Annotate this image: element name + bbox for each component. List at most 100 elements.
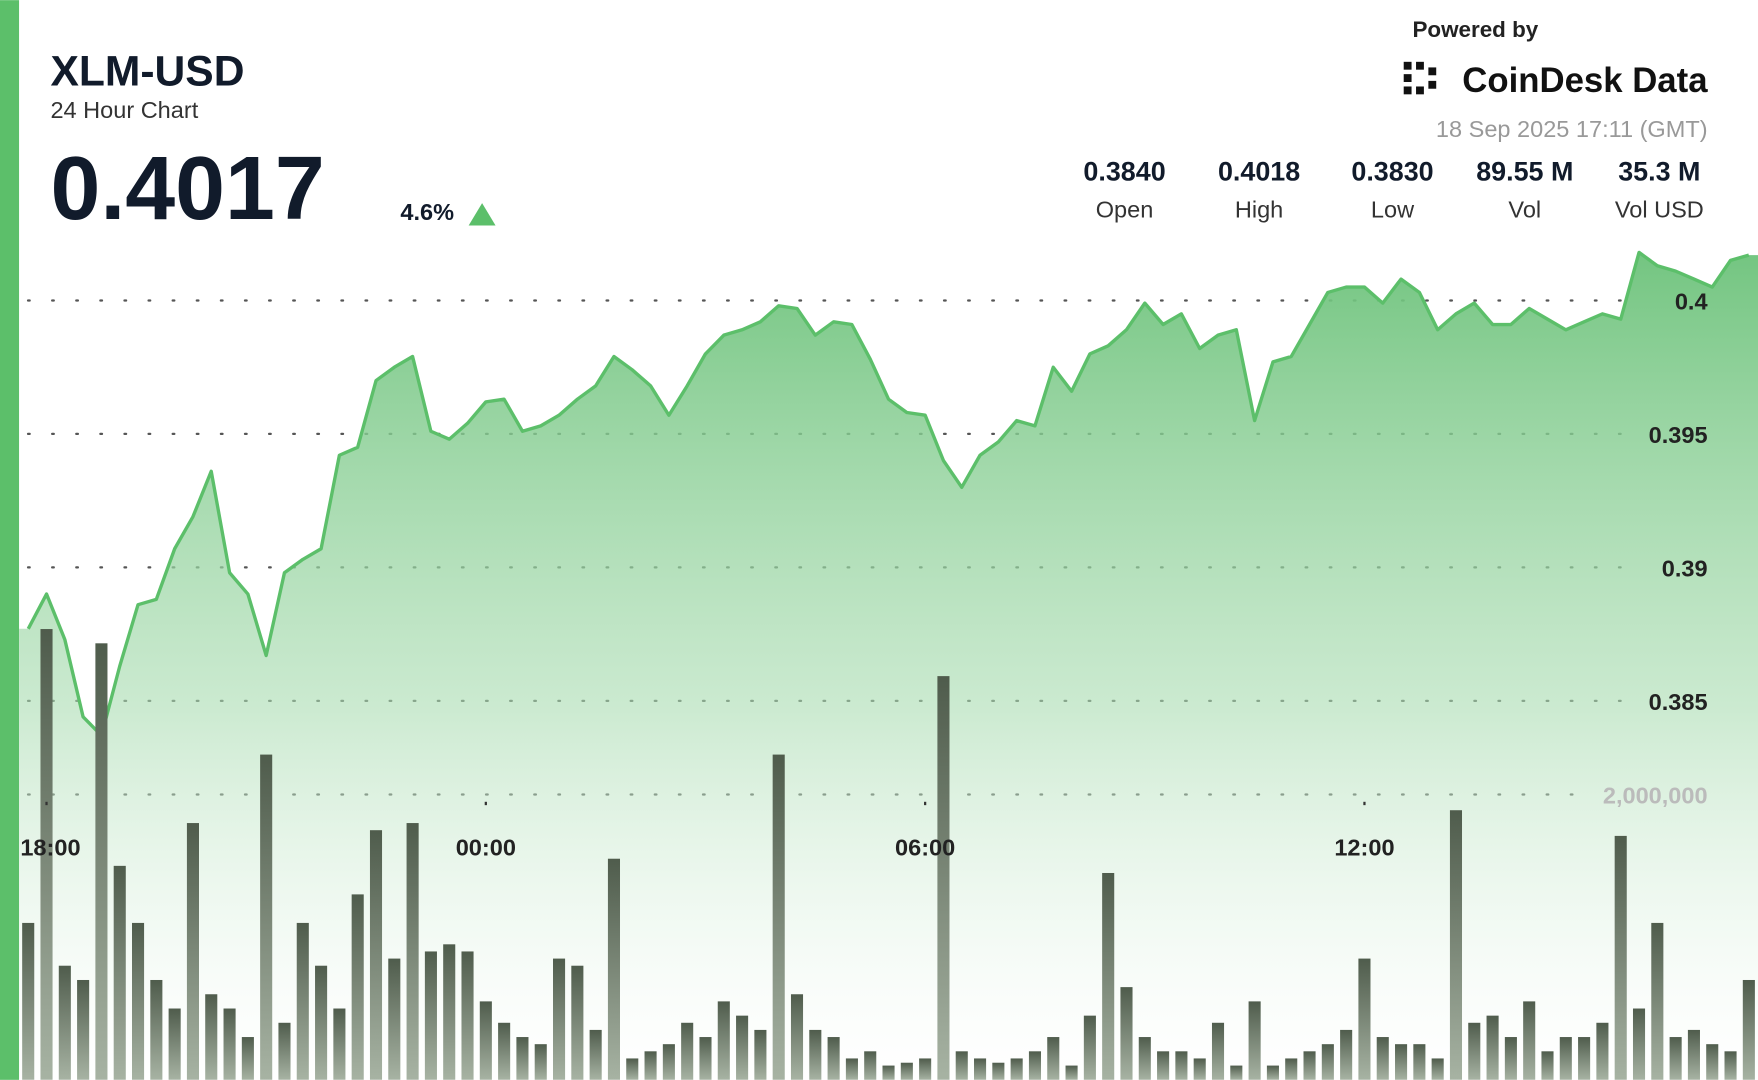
- volume-bar: [95, 643, 108, 1080]
- stat-label: Vol USD: [1615, 197, 1704, 223]
- volume-bar: [168, 1008, 181, 1080]
- stat-value: 89.55 M: [1476, 157, 1573, 187]
- volume-bar: [992, 1062, 1005, 1080]
- volume-bar: [1157, 1051, 1170, 1080]
- volume-bar: [461, 951, 474, 1080]
- volume-bar: [589, 1029, 602, 1080]
- x-tick-label: 06:00: [895, 835, 955, 861]
- volume-bar: [937, 676, 950, 1080]
- volume-bar: [1651, 922, 1664, 1080]
- volume-bar: [424, 951, 437, 1080]
- volume-bar: [1614, 835, 1627, 1080]
- volume-bar: [1028, 1051, 1042, 1080]
- volume-bar: [1395, 1044, 1408, 1080]
- volume-bar: [1486, 1015, 1499, 1080]
- volume-bar: [22, 922, 35, 1080]
- volume-bar: [1047, 1037, 1060, 1080]
- volume-bar: [1285, 1058, 1298, 1080]
- volume-bar: [864, 1051, 877, 1080]
- stat-value: 0.4018: [1218, 157, 1300, 187]
- stat-label: Vol: [1508, 197, 1541, 223]
- volume-bar: [516, 1037, 529, 1080]
- change-percent: 4.6%: [400, 199, 454, 225]
- volume-bar: [1193, 1058, 1206, 1080]
- volume-bar: [479, 1001, 492, 1080]
- volume-bar: [1669, 1037, 1682, 1080]
- volume-bar: [571, 965, 584, 1080]
- volume-bar: [736, 1015, 749, 1080]
- volume-bar: [1632, 1008, 1646, 1080]
- volume-bar: [1431, 1058, 1444, 1080]
- volume-bar: [278, 1022, 291, 1080]
- volume-bar: [260, 754, 273, 1080]
- up-arrow: [468, 203, 496, 226]
- volume-bar: [827, 1037, 840, 1080]
- stats: 0.3840 Open 0.4018 High 0.3830 Low 89.55 M Vol 3…: [1083, 157, 1703, 223]
- volume-bar: [974, 1058, 987, 1080]
- subtitle: 24 Hour Chart: [50, 97, 198, 123]
- volume-bar: [919, 1058, 932, 1080]
- volume-bar: [1742, 979, 1755, 1080]
- stat-label: Open: [1096, 197, 1154, 223]
- powered-by: Powered by: [1412, 17, 1538, 42]
- volume-bar: [845, 1058, 858, 1080]
- volume-bar: [772, 754, 785, 1080]
- volume-bar: [186, 823, 199, 1080]
- volume-bar: [1010, 1058, 1023, 1080]
- volume-bar: [443, 944, 456, 1080]
- y2-tick-label: 2,000,000: [1603, 782, 1708, 808]
- volume-bar: [1413, 1044, 1426, 1080]
- plot: [19, 250, 1758, 1080]
- volume-bar: [1230, 1065, 1243, 1080]
- brand-name: CoinDesk Data: [1462, 62, 1708, 100]
- volume-bar: [150, 979, 163, 1080]
- volume-bar: [1102, 872, 1115, 1080]
- volume-bar: [1578, 1037, 1591, 1080]
- volume-bar: [498, 1022, 511, 1080]
- volume-bar: [315, 965, 328, 1080]
- volume-bar: [1449, 810, 1463, 1080]
- volume-bar: [1541, 1051, 1554, 1080]
- volume-bar: [662, 1044, 675, 1080]
- y-tick-label: 0.395: [1649, 422, 1708, 448]
- volume-bar: [241, 1037, 254, 1080]
- volume-bar: [553, 958, 566, 1080]
- volume-bar: [223, 1008, 236, 1080]
- volume-bar: [113, 865, 126, 1080]
- volume-bar: [1358, 958, 1371, 1080]
- volume-bar: [205, 994, 218, 1080]
- volume-bar: [333, 1008, 346, 1080]
- volume-bar: [351, 894, 364, 1080]
- volume-bar: [1523, 1001, 1536, 1080]
- current-price: 0.4017: [50, 139, 324, 239]
- timestamp: 18 Sep 2025 17:11 (GMT): [1436, 116, 1708, 142]
- volume-bar: [1120, 987, 1133, 1080]
- volume-bar: [955, 1051, 968, 1080]
- volume-bar: [1211, 1022, 1225, 1080]
- volume-bar: [1687, 1029, 1700, 1080]
- volume-bar: [1138, 1037, 1151, 1080]
- volume-bar: [626, 1058, 639, 1080]
- volume-bar: [1340, 1029, 1353, 1080]
- stat-label: High: [1235, 197, 1283, 223]
- symbol-title: XLM-USD: [50, 47, 244, 95]
- volume-bar: [1706, 1044, 1719, 1080]
- volume-bar: [1724, 1051, 1737, 1080]
- volume-bar: [1468, 1022, 1481, 1080]
- volume-bar: [58, 965, 71, 1080]
- volume-bar: [1266, 1065, 1279, 1080]
- volume-bar: [1376, 1037, 1389, 1080]
- price-area: [19, 252, 1758, 1080]
- volume-bar: [1559, 1037, 1572, 1080]
- volume-bar: [369, 830, 383, 1080]
- volume-bar: [131, 922, 145, 1080]
- volume-bar: [1303, 1051, 1316, 1080]
- x-tick-label: 12:00: [1334, 835, 1394, 861]
- volume-bar: [406, 823, 419, 1080]
- volume-bar: [1065, 1065, 1078, 1080]
- volume-bar: [296, 922, 309, 1080]
- volume-bar: [809, 1029, 822, 1080]
- volume-bar: [882, 1065, 895, 1080]
